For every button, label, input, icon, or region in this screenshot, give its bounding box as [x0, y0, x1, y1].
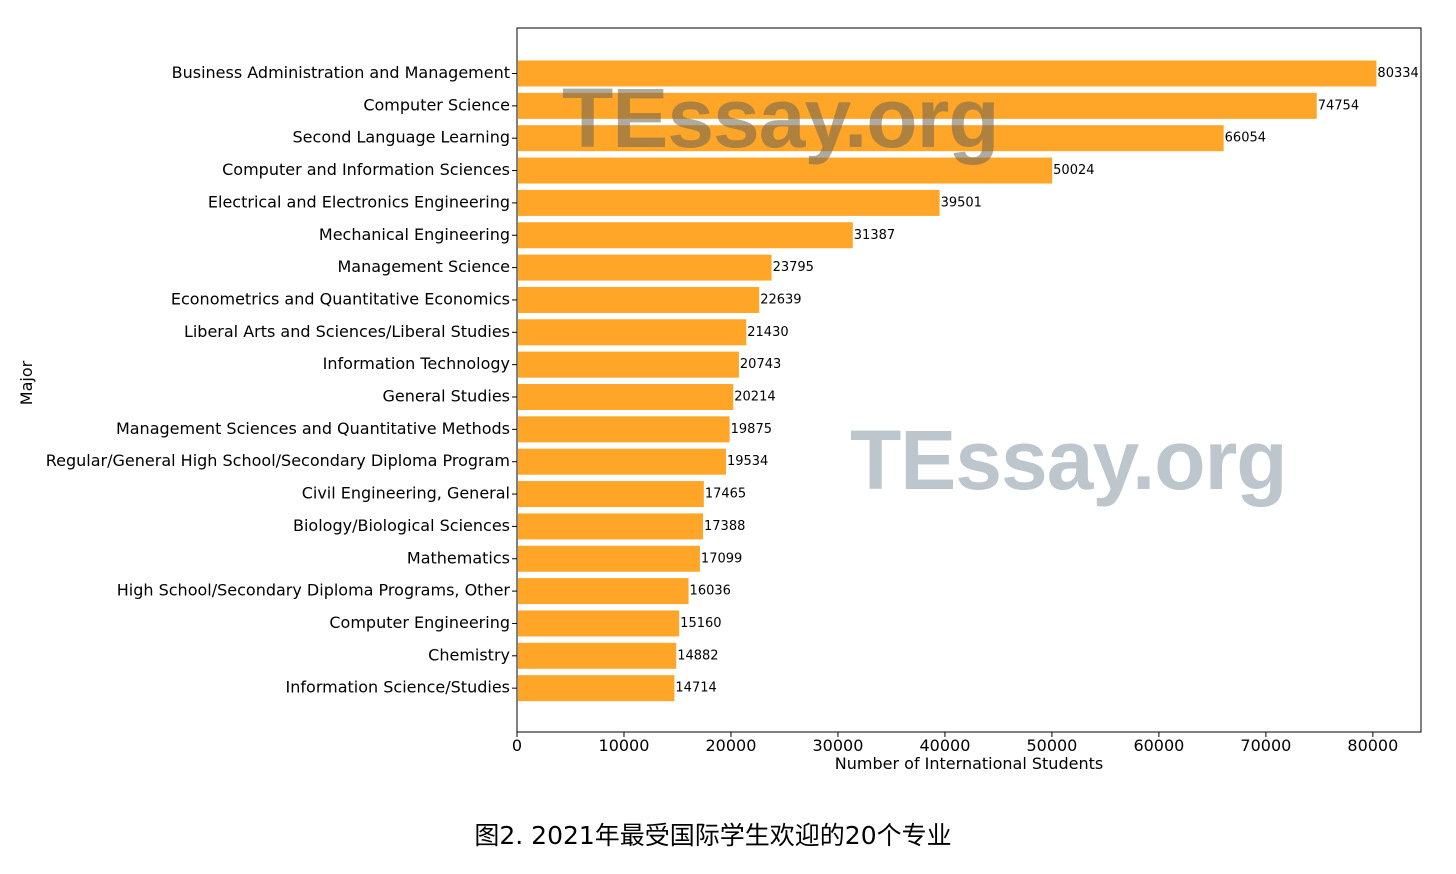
figure-caption: 图2. 2021年最受国际学生欢迎的20个专业 [474, 821, 952, 850]
y-tick-label: Mechanical Engineering [319, 225, 510, 244]
y-tick-label: Civil Engineering, General [302, 484, 510, 503]
bar [518, 157, 1053, 184]
bar-value-label: 22639 [760, 292, 801, 307]
bar-value-label: 23795 [773, 260, 814, 275]
bar [518, 286, 760, 313]
y-tick-label: Computer and Information Sciences [222, 160, 510, 179]
y-tick-label: High School/Secondary Diploma Programs, … [117, 581, 511, 600]
y-tick-label: Liberal Arts and Sciences/Liberal Studie… [184, 322, 510, 341]
bar-value-label: 74754 [1318, 98, 1359, 113]
bar [518, 578, 689, 605]
y-tick-label: Chemistry [428, 645, 510, 664]
bar [518, 319, 747, 346]
bar [518, 189, 940, 216]
x-tick-label: 40000 [919, 736, 970, 755]
x-tick-label: 60000 [1133, 736, 1184, 755]
bar [518, 60, 1377, 87]
plot-area-frame [516, 27, 1422, 733]
bar [518, 448, 726, 475]
bar-value-label: 66054 [1225, 131, 1266, 146]
x-tick-label: 20000 [706, 736, 757, 755]
bar-value-label: 80334 [1377, 66, 1418, 81]
bar [518, 513, 704, 540]
y-tick-label: Information Technology [323, 354, 510, 373]
bar-value-label: 31387 [854, 228, 895, 243]
y-tick-label: Econometrics and Quantitative Economics [171, 289, 510, 308]
bar-value-label: 17388 [704, 519, 745, 534]
y-tick-label: Computer Science [363, 95, 510, 114]
x-tick-label: 30000 [812, 736, 863, 755]
bar [518, 92, 1317, 119]
y-tick-label: Management Science [337, 257, 510, 276]
x-tick-label: 0 [512, 736, 522, 755]
bar-value-label: 39501 [941, 195, 982, 210]
bar [518, 384, 734, 410]
bar [518, 125, 1224, 152]
y-tick-label: Management Sciences and Quantitative Met… [116, 419, 510, 438]
bar [518, 481, 704, 508]
y-tick-label: Regular/General High School/Secondary Di… [46, 451, 510, 470]
bar-value-label: 19875 [731, 422, 772, 437]
bar-value-label: 15160 [680, 616, 721, 631]
y-axis-label: Major [17, 360, 36, 405]
bar [518, 545, 700, 572]
bars-layer: 80334 74754 66054 50024 39501 31387 23795 22639… [518, 60, 1419, 702]
x-tick-label: 70000 [1240, 736, 1291, 755]
y-tick-label: Mathematics [407, 548, 510, 567]
bar [518, 254, 772, 281]
y-tick-label: Electrical and Electronics Engineering [208, 192, 510, 211]
bar-value-label: 20743 [740, 357, 781, 372]
bar-value-label: 19534 [727, 454, 768, 469]
bar-value-label: 50024 [1053, 163, 1094, 178]
x-tick-label: 80000 [1347, 736, 1398, 755]
x-tick-labels: 0 10000 20000 30000 40000 50000 60000 70000 8000… [512, 732, 1398, 755]
bar-value-label: 14714 [675, 681, 716, 696]
bar [518, 675, 675, 702]
x-axis-label: Number of International Students [835, 754, 1103, 773]
bar [518, 351, 739, 378]
bar [518, 416, 730, 443]
y-tick-label: Biology/Biological Sciences [293, 516, 510, 535]
bar [518, 222, 853, 249]
bar-value-label: 17465 [705, 487, 746, 502]
bar-value-label: 20214 [734, 390, 775, 405]
bar-value-label: 21430 [747, 325, 788, 340]
bar [518, 642, 677, 669]
y-tick-labels: Business Administration and Management Co… [46, 63, 517, 697]
watermark-top: TEssay.org [562, 71, 1000, 165]
y-tick-label: Business Administration and Management [172, 63, 510, 82]
y-tick-label: Computer Engineering [329, 613, 510, 632]
y-tick-label: Information Science/Studies [286, 678, 510, 697]
x-tick-label: 50000 [1026, 736, 1077, 755]
y-tick-label: General Studies [383, 387, 511, 406]
watermark-middle: TEssay.org [850, 413, 1288, 507]
bar-value-label: 17099 [701, 551, 742, 566]
bar-value-label: 16036 [690, 584, 731, 599]
bar-value-label: 14882 [677, 648, 718, 663]
y-tick-label: Second Language Learning [293, 128, 510, 147]
bar [518, 610, 680, 637]
x-tick-label: 10000 [599, 736, 650, 755]
